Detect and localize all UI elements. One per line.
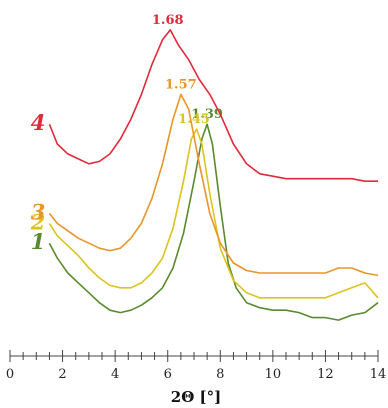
x-tick-label: 4 [111, 367, 119, 382]
series-line-2 [48, 128, 379, 299]
x-tick-label: 12 [317, 367, 334, 382]
series-layer: 1 1.39 2 1.45 3 1.57 4 1.68 [30, 13, 379, 321]
series-label-4: 4 [31, 110, 46, 135]
x-tick-label: 2 [58, 367, 66, 382]
x-tick-label: 10 [265, 367, 282, 382]
x-tick-label: 0 [6, 367, 14, 382]
x-tick-label: 6 [164, 367, 172, 382]
x-tick-label: 14 [370, 367, 387, 382]
x-axis: 0 2 4 6 8 10 12 14 [6, 350, 386, 382]
series-label-3: 3 [31, 199, 46, 224]
peak-label-2: 1.45 [178, 112, 210, 127]
series-label-1: 1 [31, 229, 46, 254]
series-label-2: 2 [30, 209, 46, 234]
x-tick-label: 8 [216, 367, 224, 382]
peak-label-4: 1.68 [152, 13, 184, 28]
peak-label-1: 1.39 [191, 107, 223, 122]
series-line-1 [48, 123, 379, 321]
series-line-4 [48, 29, 378, 182]
peak-label-3: 1.57 [165, 77, 197, 92]
series-line-3 [48, 93, 379, 277]
x-axis-title: 2Θ [°] [171, 388, 221, 406]
